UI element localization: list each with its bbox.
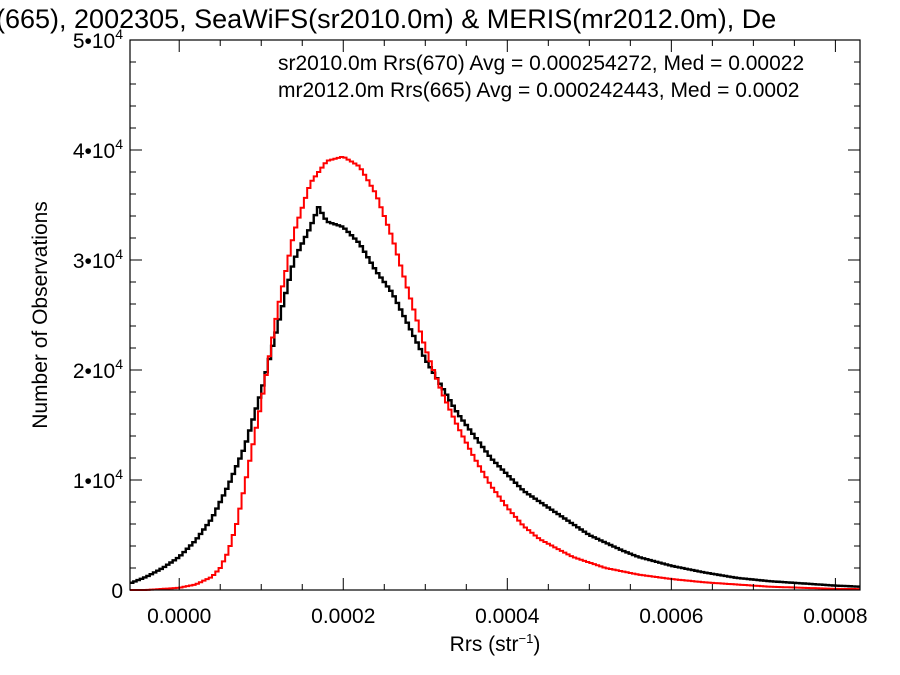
y-tick-label-exponent: 4 bbox=[115, 356, 123, 372]
x-axis-label-end: ) bbox=[533, 633, 540, 656]
y-tick-label-mantissa: 1•10 bbox=[73, 470, 115, 493]
x-tick-label: 0.0004 bbox=[475, 605, 540, 628]
ticks-layer bbox=[130, 39, 860, 591]
x-tick-label: 0.0008 bbox=[803, 605, 867, 628]
series-line-0 bbox=[130, 206, 860, 588]
y-tick-label: 0 bbox=[111, 580, 123, 603]
y-tick-label-mantissa: 5•10 bbox=[73, 30, 115, 53]
x-tick-label: 0.0006 bbox=[639, 605, 703, 628]
legend-entry-mr2012: mr2012.0m Rrs(665) Avg = 0.000242443, Me… bbox=[278, 79, 799, 102]
y-tick-label: 2•104 bbox=[73, 356, 123, 383]
y-tick-label-mantissa: 3•10 bbox=[73, 250, 115, 273]
x-tick-label: 0.0002 bbox=[311, 605, 375, 628]
y-tick-label-mantissa: 4•10 bbox=[73, 140, 115, 163]
y-tick-label-exponent: 4 bbox=[115, 26, 123, 42]
plot-frame bbox=[129, 39, 861, 591]
ticklabels-layer: 0.0000 0.0002 0.0004 0.0006 0.000801•1042•10… bbox=[73, 26, 868, 628]
y-tick-label: 4•104 bbox=[73, 136, 123, 163]
x-tick-label: 0.0000 bbox=[147, 605, 211, 628]
y-tick-label: 3•104 bbox=[73, 246, 123, 273]
x-axis-label-main: Rrs (str bbox=[450, 633, 519, 656]
y-tick-label-mantissa: 2•10 bbox=[73, 360, 115, 383]
y-axis-label: Number of Observations bbox=[29, 201, 52, 429]
y-tick-label-mantissa: 0 bbox=[111, 580, 123, 603]
x-axis-label-sup: −1 bbox=[519, 631, 534, 646]
series-line-1 bbox=[130, 156, 860, 591]
chart-title: (665), 2002305, SeaWiFS(sr2010.0m) & MER… bbox=[0, 4, 776, 34]
y-tick-label-exponent: 4 bbox=[115, 246, 123, 262]
legend-entry-sr2010: sr2010.0m Rrs(670) Avg = 0.000254272, Me… bbox=[278, 52, 804, 75]
y-tick-label: 5•104 bbox=[73, 26, 123, 53]
y-tick-label: 1•104 bbox=[73, 466, 123, 493]
x-axis-label: Rrs (str−1) bbox=[450, 631, 541, 656]
y-tick-label-exponent: 4 bbox=[115, 466, 123, 482]
series-layer bbox=[130, 156, 860, 591]
y-tick-label-exponent: 4 bbox=[115, 136, 123, 152]
